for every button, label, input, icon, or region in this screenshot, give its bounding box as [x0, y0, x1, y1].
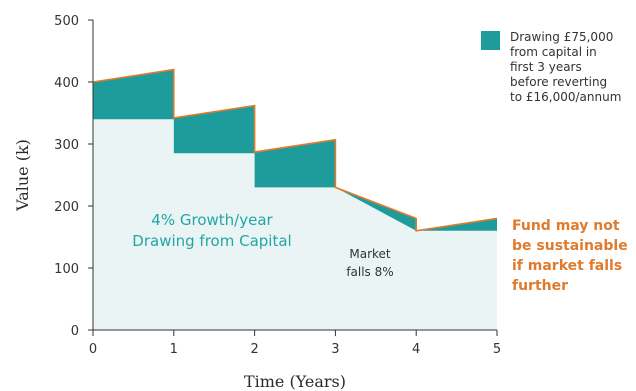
x-tick-label-2: 2 — [250, 342, 258, 357]
y-tick-label-300: 300 — [54, 138, 79, 153]
fund-annotation: Fund may not be sustainable if market fa… — [512, 218, 628, 294]
fund-annotation-line-1: Fund may not — [512, 218, 620, 234]
drawing-band-3 — [254, 139, 336, 188]
x-tick-label-5: 5 — [493, 342, 501, 357]
legend-swatch — [481, 31, 500, 50]
growth-annotation: 4% Growth/year Drawing from Capital — [132, 211, 291, 250]
legend-line-1: Drawing £75,000 — [510, 30, 613, 44]
y-tick-label-500: 500 — [54, 14, 79, 29]
y-tick-label-400: 400 — [54, 76, 79, 91]
market-annotation: Market falls 8% — [346, 247, 393, 279]
fund-annotation-line-2: be sustainable — [512, 238, 628, 254]
fund-value-line — [92, 68, 498, 232]
x-tick-label-3: 3 — [331, 342, 339, 357]
market-annotation-line-1: Market — [349, 247, 391, 261]
y-tick-label-100: 100 — [54, 262, 79, 277]
tick-layer: 0 1 2 3 4 5 0 100 200 300 400 500 — [54, 14, 501, 357]
drawing-band-2 — [173, 105, 255, 154]
axes — [92, 20, 497, 331]
x-tick-label-0: 0 — [89, 342, 97, 357]
growth-annotation-line-2: Drawing from Capital — [132, 232, 291, 250]
market-annotation-line-2: falls 8% — [346, 265, 393, 279]
fund-annotation-line-4: further — [512, 278, 568, 294]
x-tick-label-4: 4 — [412, 342, 420, 357]
drawing-band-4 — [335, 187, 417, 231]
x-axis-title: Time (Years) — [244, 372, 346, 391]
growth-annotation-line-1: 4% Growth/year — [151, 211, 273, 229]
drawing-band-layer — [92, 68, 498, 232]
base-area-layer — [93, 119, 497, 330]
legend-line-4: before reverting — [510, 75, 607, 89]
fund-annotation-line-3: if market falls — [512, 258, 622, 274]
drawing-band-1 — [93, 69, 174, 120]
legend-line-3: first 3 years — [510, 60, 582, 74]
legend-line-2: from capital in — [510, 45, 597, 59]
base-area — [93, 119, 497, 330]
legend: Drawing £75,000 from capital in first 3 … — [481, 30, 621, 104]
y-tick-label-200: 200 — [54, 200, 79, 215]
legend-line-5: to £16,000/annum — [510, 90, 621, 104]
y-tick-label-0: 0 — [71, 324, 79, 339]
y-axis-title: Value (k) — [13, 139, 32, 212]
x-tick-label-1: 1 — [170, 342, 178, 357]
